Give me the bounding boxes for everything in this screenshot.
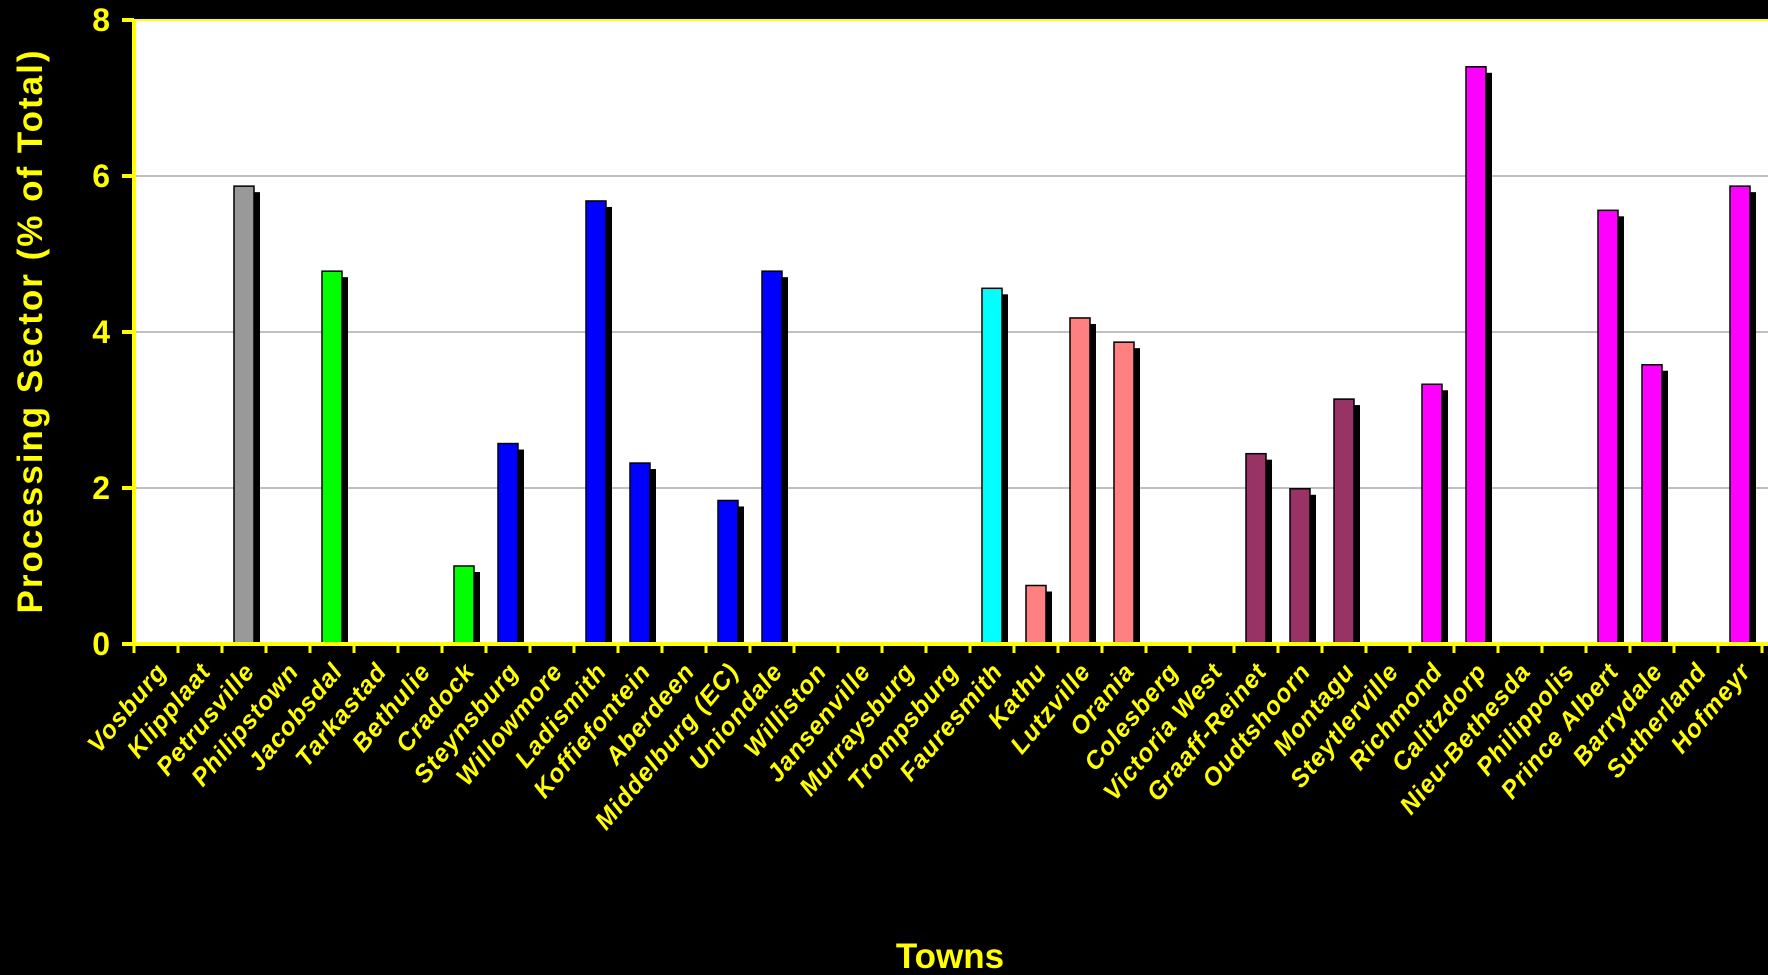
bar [629,462,651,645]
bar [1641,364,1663,645]
bars [233,66,1756,645]
y-tick-label: 0 [92,626,110,662]
bar [1597,209,1619,645]
x-axis-title: Towns [896,937,1004,975]
y-tick-label: 6 [92,158,110,194]
y-tick-label: 2 [92,470,110,506]
bar [1113,341,1135,645]
bar [233,185,255,645]
bar [1421,383,1443,645]
axes [122,18,1768,653]
bar [1245,452,1267,645]
bar [717,499,739,645]
bar [1729,185,1751,645]
bar [1289,488,1311,645]
y-tick-label: 8 [92,2,110,38]
bar [453,565,475,645]
y-tick-labels: 0 2 4 6 8 [92,2,110,662]
bar [1025,584,1047,645]
bar [981,287,1003,645]
bar [497,442,519,645]
y-tick-label: 4 [92,314,110,350]
bar [585,200,607,645]
bar [1069,317,1091,645]
bar [1465,66,1487,645]
y-axis-title: Processing Sector (% of Total) [11,49,50,614]
bar [321,270,343,645]
bar [761,270,783,645]
bar [1333,398,1355,645]
